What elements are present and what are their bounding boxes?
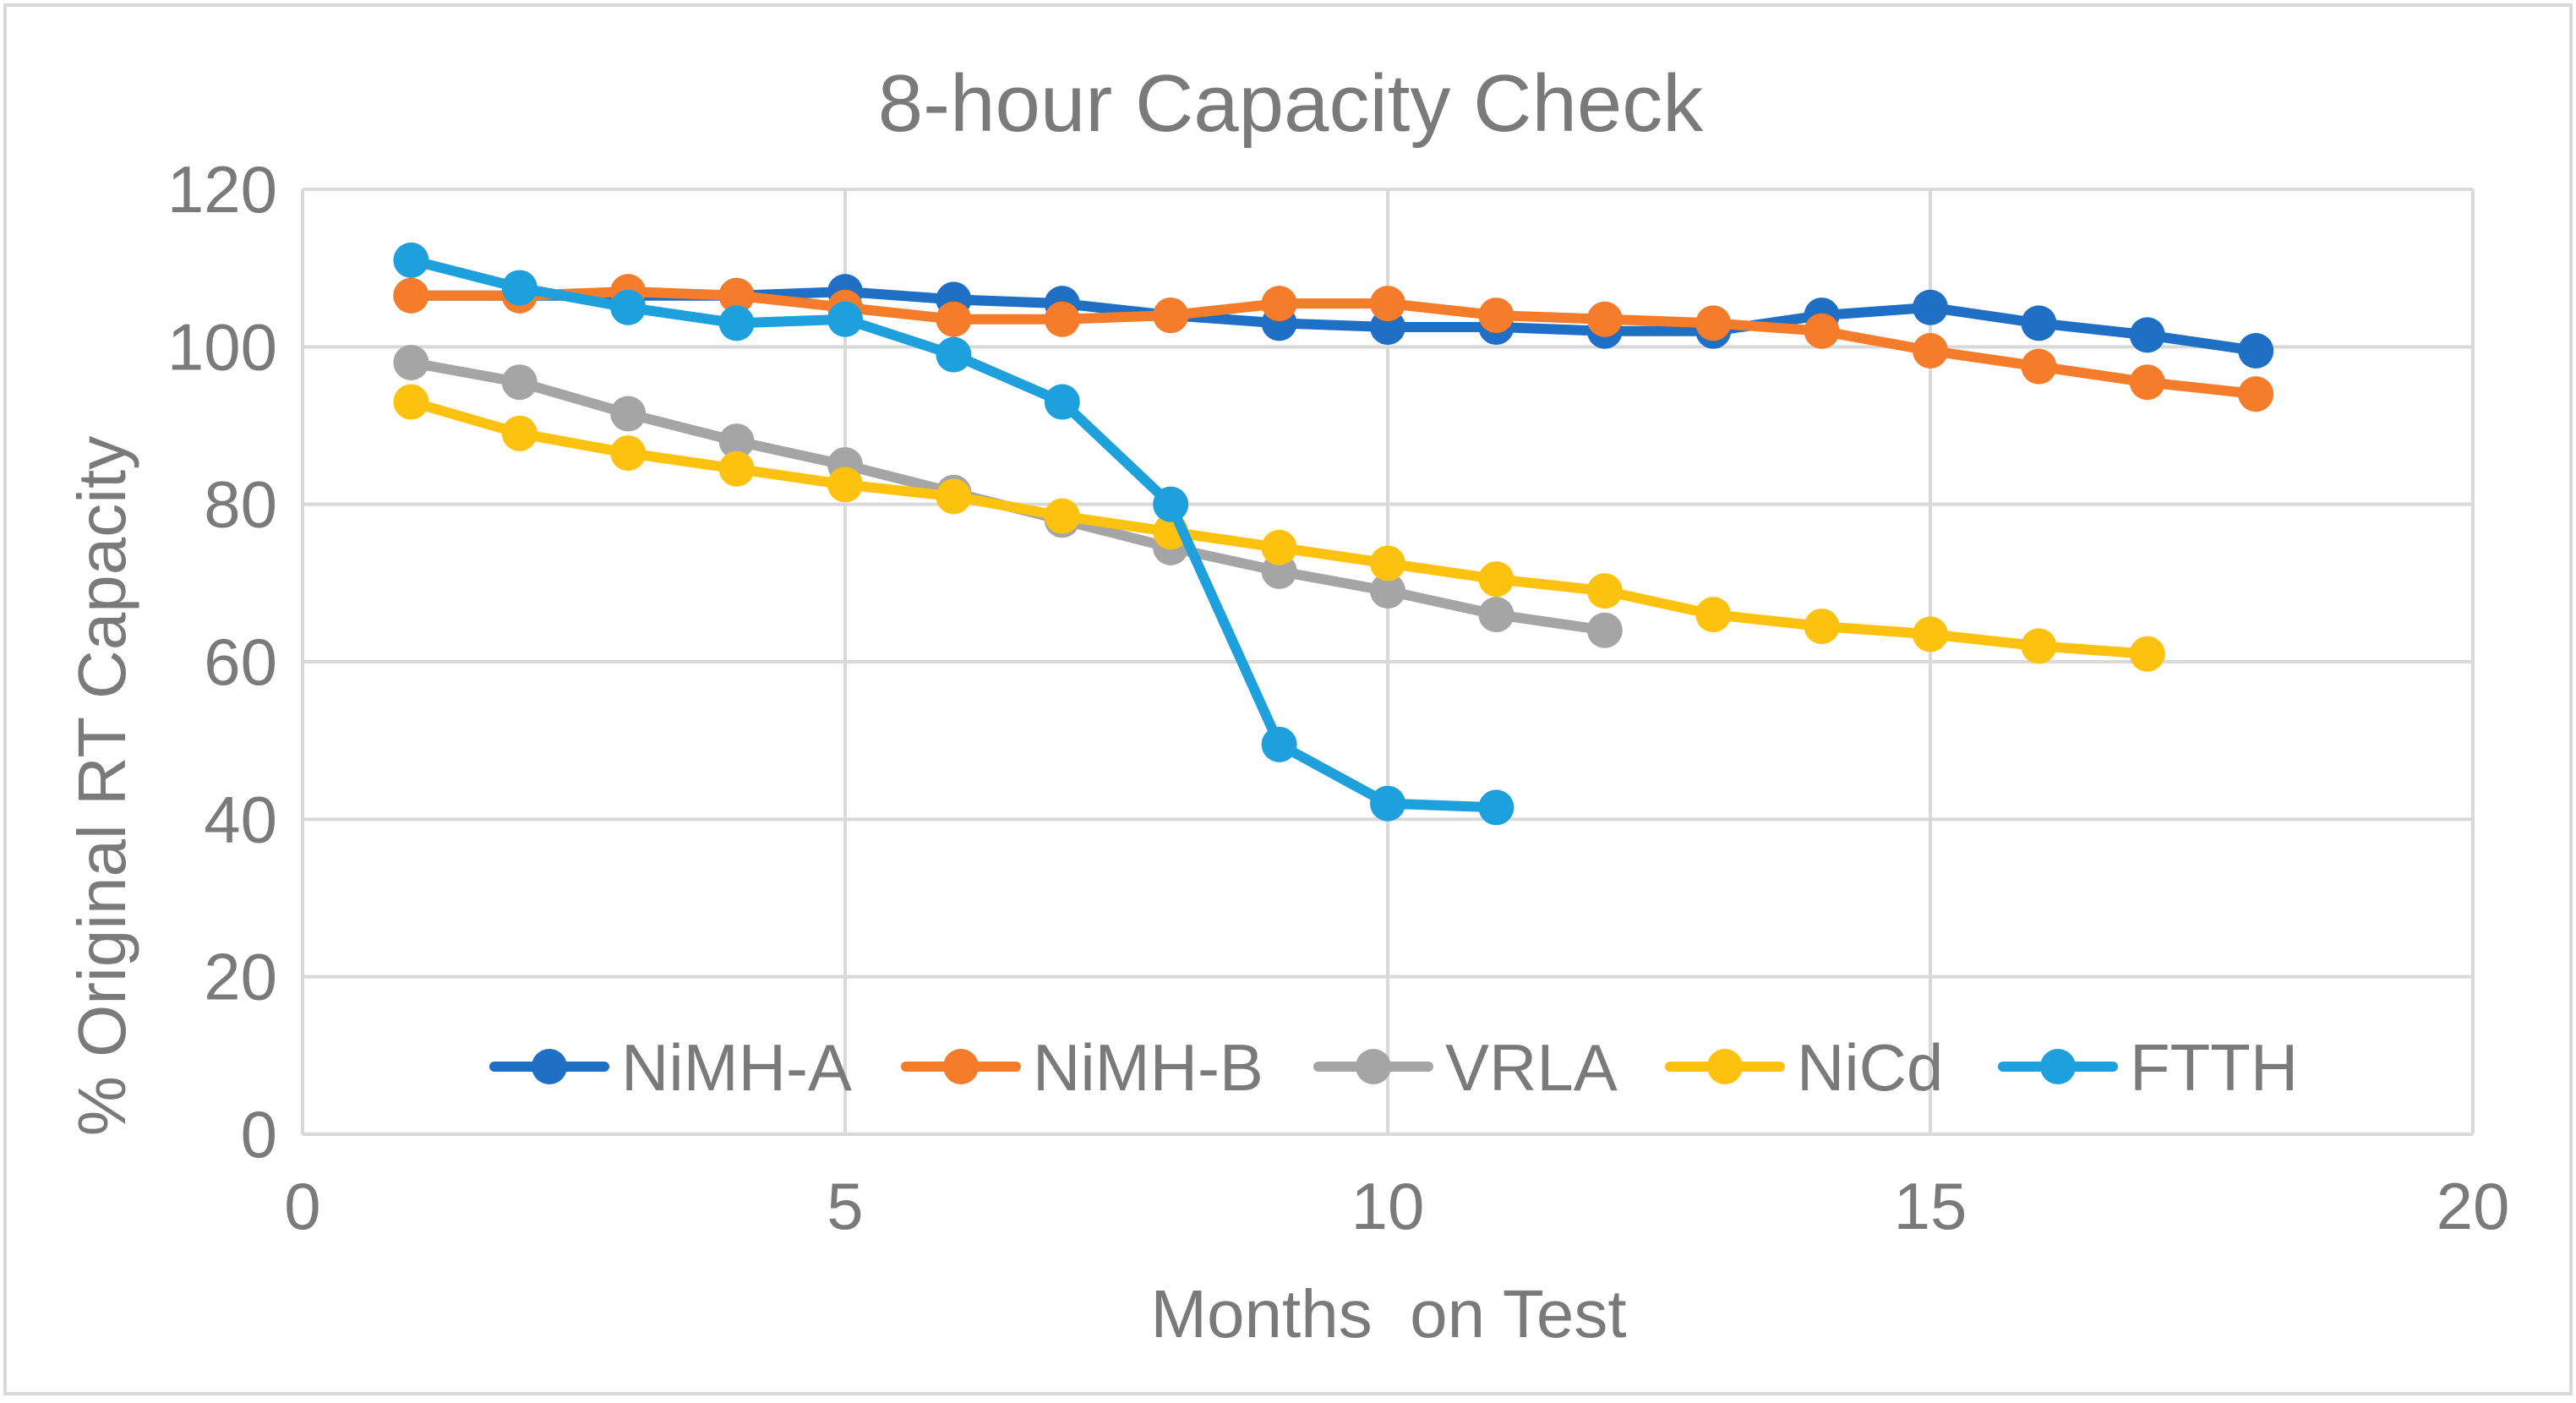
data-point-nimh-a (2129, 317, 2165, 353)
data-point-nimh-b (718, 277, 755, 314)
data-point-nimh-b (1586, 301, 1623, 337)
legend[interactable]: NiMH-A NiMH-B VRLA NiCd FTTH (489, 1030, 2298, 1105)
data-point-vrla (718, 423, 755, 460)
data-point-nicd (1913, 616, 1948, 652)
data-point-vrla (501, 364, 538, 401)
data-point-nimh-b (1153, 298, 1189, 334)
data-point-ftth (1478, 789, 1514, 826)
legend-label: NiMH-B (1033, 1030, 1263, 1105)
legend-item-nicd[interactable]: NiCd (1665, 1030, 1943, 1105)
x-axis-title: Months on Test (1150, 1276, 1626, 1351)
data-point-nicd (2021, 628, 2057, 664)
chart-title: 8-hour Capacity Check (878, 58, 1704, 149)
series-nicd (393, 384, 2165, 672)
data-point-vrla (393, 344, 429, 380)
data-point-nimh-a (1913, 289, 1948, 325)
data-point-nicd (2129, 636, 2165, 672)
legend-label: NiMH-A (621, 1030, 852, 1105)
data-point-nicd (1478, 561, 1514, 598)
data-point-ftth (393, 242, 429, 278)
data-point-nicd (1370, 545, 1405, 581)
x-tick-label: 10 (1351, 1169, 1425, 1243)
legend-item-nimh-b[interactable]: NiMH-B (901, 1030, 1263, 1105)
data-point-ftth (1153, 486, 1189, 522)
x-tick-label: 15 (1894, 1169, 1967, 1243)
legend-item-vrla[interactable]: VRLA (1313, 1030, 1618, 1105)
data-point-vrla (1478, 597, 1514, 633)
data-point-nicd (501, 415, 538, 451)
data-point-ftth (1370, 785, 1405, 822)
data-point-nimh-b (2129, 364, 2165, 401)
legend-item-ftth[interactable]: FTTH (1998, 1030, 2298, 1105)
data-point-nimh-a (2021, 305, 2057, 341)
data-point-nimh-b (1804, 313, 1840, 349)
data-point-vrla (1370, 573, 1405, 609)
data-point-nimh-b (1695, 305, 1732, 341)
axes (301, 189, 2473, 1136)
data-point-nimh-b (1261, 286, 1297, 322)
data-point-ftth (827, 301, 863, 337)
x-tick-label: 0 (284, 1169, 320, 1243)
data-point-nimh-b (1044, 301, 1080, 337)
data-point-ftth (1044, 384, 1080, 420)
data-point-nimh-b (393, 277, 429, 314)
y-tick-label: 60 (204, 625, 277, 699)
data-point-nimh-a (2238, 332, 2274, 368)
data-point-nicd (1695, 597, 1732, 633)
legend-swatch-marker (1356, 1049, 1391, 1084)
data-point-nimh-b (1913, 332, 1948, 368)
data-point-nimh-b (2238, 376, 2274, 412)
legend-swatch-marker (2040, 1049, 2076, 1084)
data-point-ftth (610, 289, 647, 325)
y-tick-label: 20 (204, 940, 277, 1014)
data-point-nimh-b (1478, 298, 1514, 334)
data-point-nicd (1261, 529, 1297, 565)
y-axis-title: % Original RT Capacity (64, 436, 139, 1136)
series-ftth (393, 242, 1514, 826)
legend-swatch-marker (532, 1049, 567, 1084)
data-point-nicd (1044, 498, 1080, 534)
data-point-vrla (610, 396, 647, 432)
x-tick-label: 5 (827, 1169, 863, 1243)
data-point-vrla (1586, 612, 1623, 648)
data-point-nimh-b (2021, 348, 2057, 385)
data-point-nicd (936, 478, 972, 515)
y-tick-label: 40 (204, 782, 277, 856)
series-lines (393, 242, 2274, 826)
x-tick-label: 20 (2437, 1169, 2510, 1243)
y-tick-label: 100 (167, 309, 277, 384)
legend-label: NiCd (1797, 1030, 1943, 1105)
data-point-ftth (718, 305, 755, 341)
data-point-nicd (393, 384, 429, 420)
legend-label: FTTH (2130, 1030, 2298, 1105)
chart-border (3, 3, 2573, 1395)
legend-item-nimh-a[interactable]: NiMH-A (489, 1030, 852, 1105)
data-point-nicd (827, 467, 863, 503)
data-point-nicd (610, 435, 647, 472)
data-point-nicd (718, 450, 755, 487)
legend-swatch-marker (1707, 1049, 1743, 1084)
data-point-nicd (1804, 609, 1840, 645)
tick-labels: 0 20 40 60 80 100 120 0 5 10 15 20 (167, 152, 2510, 1243)
data-point-ftth (501, 270, 538, 306)
data-point-ftth (936, 336, 972, 373)
y-tick-label: 120 (167, 152, 277, 227)
y-tick-label: 0 (241, 1097, 277, 1171)
series-line-nimh-b (406, 287, 2262, 400)
y-tick-label: 80 (204, 467, 277, 542)
data-point-nicd (1586, 573, 1623, 609)
gridlines (303, 188, 2475, 1134)
legend-label: VRLA (1445, 1030, 1618, 1105)
data-point-nimh-b (936, 301, 972, 337)
legend-swatch-marker (943, 1049, 979, 1084)
data-point-ftth (1261, 726, 1297, 762)
data-point-nimh-b (1370, 286, 1405, 322)
